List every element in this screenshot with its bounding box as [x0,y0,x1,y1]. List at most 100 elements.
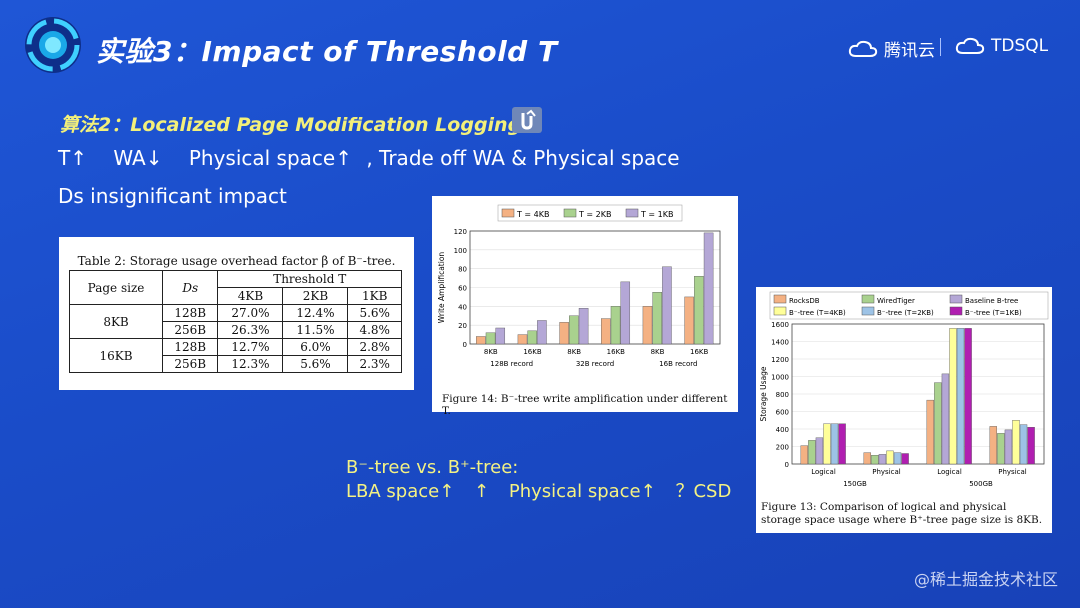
legend-label: B⁻-tree (T=4KB) [789,309,846,317]
arrow-up-text: ↑ [474,481,490,502]
header-ds: Ds [162,270,219,305]
slide-title: 实验3：Impact of Threshold T [96,35,558,68]
ds-cell: 128B [162,338,219,356]
value-cell: 12.7% [217,338,284,356]
legend-label: B⁻-tree (T=2KB) [877,309,934,317]
x-tick-label: Logical [937,468,962,476]
threshold-2kb: 2KB [282,287,349,305]
y-tick-label: 200 [776,444,789,452]
ds-cell: 128B [162,304,219,322]
bar [830,423,839,465]
table-row: 256B 12.3% 5.6% 2.3% [70,355,402,373]
value-cell: 27.0% [217,304,284,322]
header-threshold: Threshold T [217,270,402,288]
y-axis-label: Write Amplification [437,252,446,324]
tencent-cloud-brand: 腾讯云 [848,36,935,61]
legend-box [497,204,683,222]
page-size-cell: 8KB [68,304,164,339]
wa-down-text: WA↓ [113,146,163,170]
legend-swatch [563,208,577,218]
bar [694,275,704,345]
legend: T = 4KB T = 2KB T = 1KB [501,208,674,219]
plot-frame [469,230,721,345]
x-tick-label: Logical [811,468,836,476]
value-cell: 6.0% [282,338,349,356]
bar [808,440,816,465]
value-cell: 4.8% [347,321,402,339]
x-tick-label: 8KB [567,348,581,356]
t-up-text: T↑ [58,146,87,170]
bar [559,322,569,345]
value-cell: 26.3% [217,321,284,339]
cloud-icon [848,40,878,57]
bar [1012,420,1020,465]
bar [476,336,486,345]
legend-label: T = 2KB [578,210,612,219]
bar [620,281,631,345]
page-size-cell: 16KB [68,338,164,373]
comparison-note: B⁻-tree vs. B⁺-tree: LBA space↑ ↑ Physic… [346,456,745,504]
bar [863,452,871,465]
overhead-table: Page size Ds Threshold T 4KB 2KB 1KB 8KB… [68,270,402,373]
value-cell: 2.3% [347,355,402,373]
bar [703,232,714,345]
bar [941,373,950,465]
table-row: 8KB 128B 27.0% 12.4% 5.6% [68,304,402,339]
value-cell: 12.3% [217,355,284,373]
value-cell: 12.4% [282,304,349,322]
tradeoff-text: , Trade off WA & Physical space [366,146,680,170]
bar [901,453,909,465]
watermark: @稀土掘金技术社区 [913,570,1058,589]
value-cell: 5.6% [282,355,349,373]
ds-cell: 256B [162,321,219,339]
comparison-line: LBA space↑ ↑ Physical space↑ ？CSD [346,480,745,504]
legend-swatch [861,294,875,304]
bar [495,327,506,345]
bar [527,330,537,345]
csd-question-text: ？CSD [675,481,732,502]
bar [652,292,662,345]
x-group-label: 128B record [490,360,533,368]
comparison-heading: B⁻-tree vs. B⁺-tree: [346,457,519,478]
bar [934,382,942,465]
algorithm-heading: 算法2：Localized Page Modification Logging [60,114,522,136]
bar [1027,427,1035,465]
cloud-icon [955,37,985,54]
physical-up-text: Physical space↑ [188,146,352,170]
figure14-panel: T = 4KB T = 2KB T = 1KB 0 20 40 60 80 100 120 Writ… [432,196,738,417]
bar [601,318,611,345]
ds-impact-line: Ds insignificant impact [58,184,287,208]
y-tick-label: 1200 [771,356,789,364]
bar [684,296,694,345]
ds-cell: 256B [162,355,219,373]
legend-label: B⁻-tree (T=1KB) [965,309,1022,317]
y-tick-label: 100 [454,247,467,255]
bar [815,437,824,465]
y-axis-label: Storage Usage [759,366,768,421]
legend-swatch [501,208,515,218]
bar [662,266,672,345]
legend-swatch [625,208,639,218]
physical-space-text: Physical space↑ [508,481,656,502]
storage-usage-chart: RocksDB WiredTiger Baseline B-tree B⁻-tree … [759,291,1049,488]
legend-swatch [949,306,963,316]
lens-logo-icon [25,17,81,73]
bar [642,306,653,345]
table-row: 16KB 128B 12.7% 6.0% 2.8% [68,338,402,373]
x-tick-label: Physical [872,468,901,476]
threshold-4kb: 4KB [217,287,284,305]
y-tick-label: 1600 [771,321,789,329]
bar [886,450,894,465]
table2-panel: Table 2: Storage usage overhead factor β… [59,237,414,390]
x-tick-label: 8KB [651,348,665,356]
legend-label: Baseline B-tree [965,297,1018,305]
y-tick-label: 0 [785,461,789,469]
bar [989,426,997,465]
brand-divider [940,38,941,56]
brand2-label: TDSQL [991,36,1049,56]
x-group-label: 32B record [576,360,614,368]
value-cell: 11.5% [282,321,349,339]
x-group-label: 150GB [843,480,867,488]
figure13-caption: Figure 13: Comparison of logical and phy… [761,501,1043,526]
header-page-size: Page size [68,270,164,305]
